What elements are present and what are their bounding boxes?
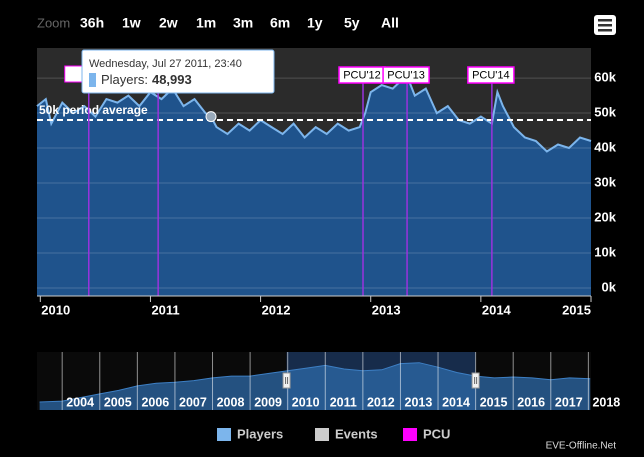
y-tick-label: 50k bbox=[594, 104, 616, 119]
zoom-button[interactable]: 1y bbox=[307, 15, 323, 31]
navigator-area bbox=[39, 362, 591, 410]
zoom-button[interactable]: 3m bbox=[233, 15, 253, 31]
navigator-tick-label: 2007 bbox=[179, 395, 207, 409]
tooltip-text: Players: 48,993 bbox=[101, 72, 192, 87]
y-tick-label: 60k bbox=[594, 70, 616, 85]
zoom-button[interactable]: 1m bbox=[196, 15, 216, 31]
navigator-tick-label: 2005 bbox=[104, 395, 132, 409]
navigator-handle[interactable] bbox=[282, 372, 291, 389]
x-tick-label: 2010 bbox=[41, 302, 70, 317]
legend-swatch[interactable] bbox=[217, 428, 231, 441]
navigator-handle[interactable] bbox=[471, 372, 480, 389]
tooltip-swatch bbox=[89, 73, 96, 87]
navigator-tick-label: 2016 bbox=[517, 395, 545, 409]
tooltip-box bbox=[81, 49, 275, 94]
x-tick-label: 2013 bbox=[372, 302, 401, 317]
y-tick-label: 40k bbox=[594, 139, 616, 154]
navigator-tick-label: 2004 bbox=[66, 395, 94, 409]
legend-swatch[interactable] bbox=[403, 428, 417, 441]
navigator-tick-label: 2011 bbox=[330, 395, 357, 409]
credits: EVE-Offline.Net bbox=[546, 441, 617, 452]
x-tick-label: 2015 bbox=[562, 302, 591, 317]
zoom-button[interactable]: 1w bbox=[122, 15, 141, 31]
menu-button[interactable] bbox=[594, 15, 616, 35]
y-tick-label: 20k bbox=[594, 209, 616, 224]
legend-label[interactable]: Events bbox=[335, 426, 378, 441]
navigator-tick-label: 2018 bbox=[592, 395, 620, 409]
navigator-tick-label: 2010 bbox=[292, 395, 320, 409]
navigator-tick-label: 2006 bbox=[141, 395, 169, 409]
x-tick-label: 2014 bbox=[482, 302, 512, 317]
area-fill bbox=[37, 78, 591, 296]
y-tick-label: 10k bbox=[594, 244, 616, 259]
y-tick-label: 30k bbox=[594, 174, 616, 189]
zoom-button[interactable]: 5y bbox=[344, 15, 360, 31]
pcu-flag-label: PCU'14 bbox=[472, 69, 510, 81]
y-tick-label: 0k bbox=[602, 279, 617, 294]
zoom-button[interactable]: All bbox=[381, 15, 399, 31]
navigator-tick-label: 2008 bbox=[217, 395, 245, 409]
menu-bar bbox=[598, 29, 612, 32]
series-line bbox=[36, 76, 592, 153]
zoom-button[interactable]: 6m bbox=[270, 15, 290, 31]
pcu-flag-label: PCU'12 bbox=[343, 69, 381, 81]
navigator-line bbox=[39, 362, 591, 403]
navigator-tick-label: 2014 bbox=[442, 395, 470, 409]
navigator-tick-label: 2015 bbox=[480, 395, 508, 409]
x-tick-label: 2011 bbox=[151, 302, 179, 317]
zoom-button[interactable]: 2w bbox=[159, 15, 178, 31]
legend-label[interactable]: PCU bbox=[423, 426, 450, 441]
menu-bar bbox=[598, 19, 612, 22]
legend-label[interactable]: Players bbox=[237, 426, 283, 441]
pcu-flag bbox=[382, 66, 430, 84]
legend-swatch[interactable] bbox=[315, 428, 329, 441]
x-tick-label: 2012 bbox=[262, 302, 291, 317]
navigator-tick-label: 2017 bbox=[555, 395, 583, 409]
plot-line-label: 50k period average bbox=[39, 103, 148, 117]
hover-marker bbox=[205, 111, 217, 123]
tooltip-date: Wednesday, Jul 27 2011, 23:40 bbox=[89, 58, 242, 70]
pcu-flag-label: PCU'13 bbox=[387, 69, 425, 81]
tooltip-value: 48,993 bbox=[152, 72, 192, 87]
menu-bar bbox=[598, 24, 612, 27]
navigator-tick-label: 2009 bbox=[254, 395, 282, 409]
navigator-tick-label: 2012 bbox=[367, 395, 395, 409]
pcu-flag bbox=[467, 66, 515, 84]
tooltip-label: Players: bbox=[101, 72, 148, 87]
zoom-label: Zoom bbox=[37, 15, 70, 30]
zoom-button[interactable]: 36h bbox=[80, 15, 104, 31]
navigator-tick-label: 2013 bbox=[405, 395, 433, 409]
